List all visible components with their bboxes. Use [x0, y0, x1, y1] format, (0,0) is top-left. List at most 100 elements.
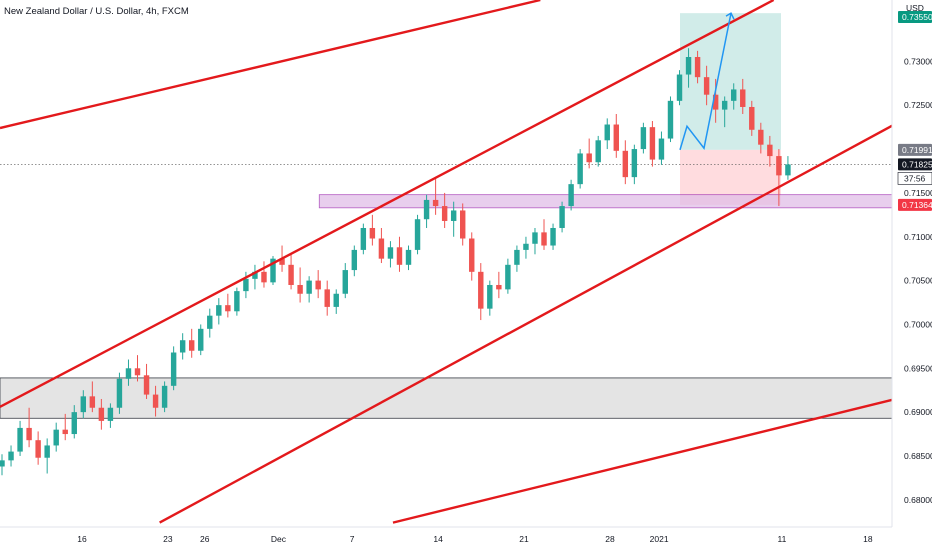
candle-body	[270, 258, 276, 283]
candle-body	[694, 56, 701, 78]
candle-body	[667, 100, 674, 139]
candle-body	[460, 210, 466, 239]
candles-layer	[0, 48, 791, 476]
candle-body	[478, 271, 484, 309]
candle-body	[234, 291, 240, 312]
candle-body	[35, 440, 41, 458]
candle-body	[450, 210, 457, 221]
candle-body	[387, 247, 394, 259]
price-tag-entry	[898, 143, 932, 156]
candle-body	[152, 394, 159, 408]
candle-body	[658, 138, 665, 160]
candle-body	[586, 153, 592, 163]
candle-body	[17, 427, 23, 452]
projection-path	[679, 13, 732, 151]
candle-body	[685, 56, 692, 75]
time-tick-label: 21	[519, 534, 529, 544]
candle-body	[143, 375, 150, 395]
time-tick-label: 26	[200, 534, 210, 544]
countdown-tag	[897, 172, 932, 185]
candle-body	[740, 89, 746, 107]
time-tick-label: 11	[778, 534, 787, 544]
price-tick-label: 0.69500	[904, 363, 932, 373]
candle-body	[622, 150, 629, 178]
price-tick-label: 0.73000	[904, 56, 932, 66]
candle-body	[613, 124, 619, 151]
candle-body	[523, 243, 529, 250]
candle-body	[414, 219, 421, 250]
time-tick-label: 16	[77, 534, 87, 544]
price-tick-label: 0.72500	[904, 100, 932, 110]
candle-body	[640, 127, 647, 150]
candle-body	[53, 429, 59, 446]
candle-body	[179, 340, 186, 353]
candle-body	[676, 74, 683, 101]
countdown-label: 37:56	[904, 173, 926, 183]
candle-body	[134, 368, 141, 376]
trendline-1	[0, 0, 541, 130]
candle-body	[703, 77, 710, 95]
candle-body	[216, 305, 222, 316]
time-axis[interactable]: 162326Dec71421282021111825	[0, 526, 932, 544]
target-zone	[680, 13, 781, 150]
time-tick-label: 7	[350, 534, 355, 544]
candle-body	[712, 94, 719, 110]
candle-body	[125, 368, 132, 379]
currency-label: USD	[906, 3, 924, 13]
price-tag-target	[898, 11, 932, 23]
candle-body	[649, 127, 656, 160]
price-tick-label: 0.69000	[904, 407, 932, 417]
price-tick-label: 0.71500	[904, 188, 932, 198]
price-tick-label: 0.68500	[904, 451, 932, 461]
price-tag-target-label: 0.73550	[902, 12, 932, 22]
candle-body	[514, 249, 520, 265]
candle-body	[351, 249, 358, 271]
candle-body	[71, 412, 77, 435]
candle-body	[550, 227, 556, 246]
candle-body	[261, 271, 267, 283]
candle-body	[80, 396, 87, 413]
price-tick-label: 0.71000	[904, 232, 932, 242]
candle-body	[595, 140, 601, 163]
price-tick-label: 0.70500	[904, 276, 932, 286]
candle-body	[758, 129, 764, 145]
zones-layer	[0, 13, 897, 419]
candle-body	[8, 451, 14, 461]
trendline-4	[392, 388, 932, 524]
candle-body	[541, 232, 547, 246]
projection-arrowhead	[725, 12, 735, 20]
price-axis[interactable]: 0.73000 0.72500 0.71500 0.71000 0.70500 0.700…	[891, 0, 932, 550]
price-tags-layer: 0.73550 0.71991 0.71825 0.71364 37:56	[897, 11, 932, 211]
candle-body	[405, 249, 412, 265]
candle-body	[360, 227, 367, 250]
candle-body	[306, 280, 312, 294]
candle-body	[369, 227, 376, 239]
candle-body	[487, 284, 493, 309]
time-tick-label: 2021	[650, 534, 669, 544]
candle-body	[279, 258, 285, 265]
candle-body	[324, 289, 330, 307]
trendline-2	[0, 0, 775, 408]
candle-body	[161, 385, 168, 408]
candle-body	[315, 280, 321, 290]
chart-title: New Zealand Dollar / U.S. Dollar, 4h, FX…	[4, 6, 189, 17]
price-tag-last-label: 0.71825	[902, 159, 932, 169]
demand-zone	[0, 377, 893, 419]
time-tick-label: Dec	[271, 534, 287, 544]
candle-body	[333, 293, 339, 307]
candle-body	[396, 247, 403, 265]
candle-body	[731, 89, 737, 101]
candle-body	[496, 284, 502, 290]
candle-body	[198, 328, 204, 351]
candle-body	[89, 396, 96, 408]
candle-body	[297, 284, 303, 294]
time-tick-label: 14	[433, 534, 443, 544]
candle-body	[441, 206, 448, 221]
price-tag-entry-label: 0.71991	[902, 145, 932, 155]
candle-body	[0, 460, 5, 467]
candle-body	[577, 153, 583, 185]
candle-body	[342, 270, 348, 294]
candle-body	[107, 407, 114, 421]
candle-body	[532, 232, 538, 244]
